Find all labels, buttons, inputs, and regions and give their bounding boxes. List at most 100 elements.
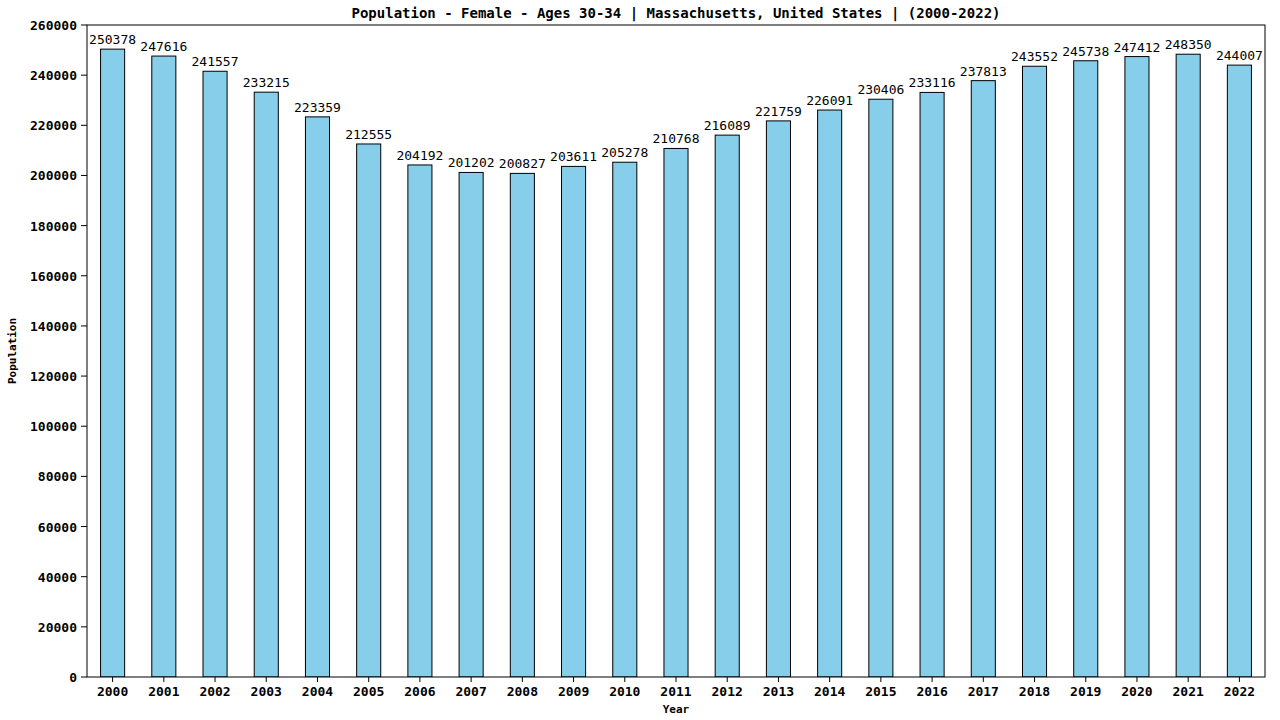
y-tick-label: 100000	[30, 419, 77, 434]
bar	[408, 165, 432, 677]
data-label: 216089	[704, 118, 751, 133]
x-tick-label: 2015	[865, 684, 896, 699]
bar	[1022, 66, 1046, 677]
bar	[510, 173, 534, 677]
data-label: 210768	[653, 131, 700, 146]
y-tick-label: 80000	[38, 469, 77, 484]
y-tick-label: 200000	[30, 168, 77, 183]
x-tick-label: 2002	[199, 684, 230, 699]
x-tick-label: 2012	[712, 684, 743, 699]
bar	[101, 49, 125, 677]
x-tick-label: 2016	[916, 684, 947, 699]
y-tick-label: 260000	[30, 18, 77, 33]
x-tick	[471, 677, 472, 682]
chart: Population - Female - Ages 30-34 | Massa…	[0, 0, 1280, 720]
bar	[203, 71, 227, 677]
x-tick	[419, 677, 420, 682]
bar	[562, 166, 586, 677]
y-tick	[81, 426, 87, 427]
x-tick	[1034, 677, 1035, 682]
x-tick	[1085, 677, 1086, 682]
data-label: 205278	[601, 145, 648, 160]
data-label: 241557	[192, 54, 239, 69]
data-label: 244007	[1216, 48, 1263, 63]
bar	[869, 99, 893, 677]
x-tick-label: 2014	[814, 684, 845, 699]
x-tick-label: 2003	[251, 684, 282, 699]
y-tick	[81, 25, 87, 26]
data-label: 233116	[909, 75, 956, 90]
data-label: 201202	[448, 155, 495, 170]
y-tick	[81, 75, 87, 76]
x-tick-label: 2001	[148, 684, 179, 699]
bar	[664, 148, 688, 677]
data-label: 237813	[960, 64, 1007, 79]
data-label: 204192	[396, 148, 443, 163]
x-tick-label: 2022	[1224, 684, 1255, 699]
y-tick-label: 180000	[30, 219, 77, 234]
bar	[254, 92, 278, 677]
bar	[1227, 65, 1251, 677]
x-tick-label: 2010	[609, 684, 640, 699]
x-tick	[778, 677, 779, 682]
x-tick	[215, 677, 216, 682]
x-axis-label: Year	[663, 703, 690, 716]
x-tick-label: 2006	[404, 684, 435, 699]
x-tick	[573, 677, 574, 682]
data-label: 243552	[1011, 49, 1058, 64]
bar	[920, 92, 944, 677]
x-tick-label: 2021	[1173, 684, 1204, 699]
bar	[715, 135, 739, 677]
y-tick-label: 160000	[30, 269, 77, 284]
x-tick	[624, 677, 625, 682]
bar	[305, 117, 329, 677]
y-tick-label: 140000	[30, 319, 77, 334]
y-tick	[81, 275, 87, 276]
x-tick	[522, 677, 523, 682]
y-tick	[81, 677, 87, 678]
y-tick-label: 120000	[30, 369, 77, 384]
y-tick-label: 0	[69, 670, 77, 685]
data-label: 200827	[499, 156, 546, 171]
bar	[152, 56, 176, 677]
data-label: 223359	[294, 100, 341, 115]
bar	[613, 162, 637, 677]
x-tick	[676, 677, 677, 682]
x-tick	[1136, 677, 1137, 682]
y-tick	[81, 376, 87, 377]
x-tick-label: 2011	[660, 684, 691, 699]
y-tick-label: 60000	[38, 520, 77, 535]
data-label: 212555	[345, 127, 392, 142]
y-tick	[81, 576, 87, 577]
x-tick	[1188, 677, 1189, 682]
x-tick	[880, 677, 881, 682]
x-tick-label: 2005	[353, 684, 384, 699]
x-tick-label: 2009	[558, 684, 589, 699]
data-label: 230406	[857, 82, 904, 97]
x-tick	[727, 677, 728, 682]
x-tick	[1239, 677, 1240, 682]
x-tick	[983, 677, 984, 682]
data-label: 250378	[89, 32, 136, 47]
y-tick	[81, 325, 87, 326]
y-tick-label: 20000	[38, 620, 77, 635]
y-tick	[81, 626, 87, 627]
bars	[101, 49, 1252, 677]
data-label: 221759	[755, 104, 802, 119]
x-tick-label: 2020	[1121, 684, 1152, 699]
x-tick-label: 2013	[763, 684, 794, 699]
y-tick	[81, 175, 87, 176]
data-label: 233215	[243, 75, 290, 90]
data-label: 247412	[1113, 40, 1160, 55]
plot-frame	[87, 25, 1265, 677]
data-label: 245738	[1062, 44, 1109, 59]
bar	[971, 81, 995, 677]
x-tick-label: 2007	[455, 684, 486, 699]
x-tick	[317, 677, 318, 682]
y-tick-label: 40000	[38, 570, 77, 585]
x-tick-label: 2000	[97, 684, 128, 699]
y-tick-label: 240000	[30, 68, 77, 83]
x-tick	[829, 677, 830, 682]
bar	[1074, 61, 1098, 677]
x-tick-label: 2018	[1019, 684, 1050, 699]
